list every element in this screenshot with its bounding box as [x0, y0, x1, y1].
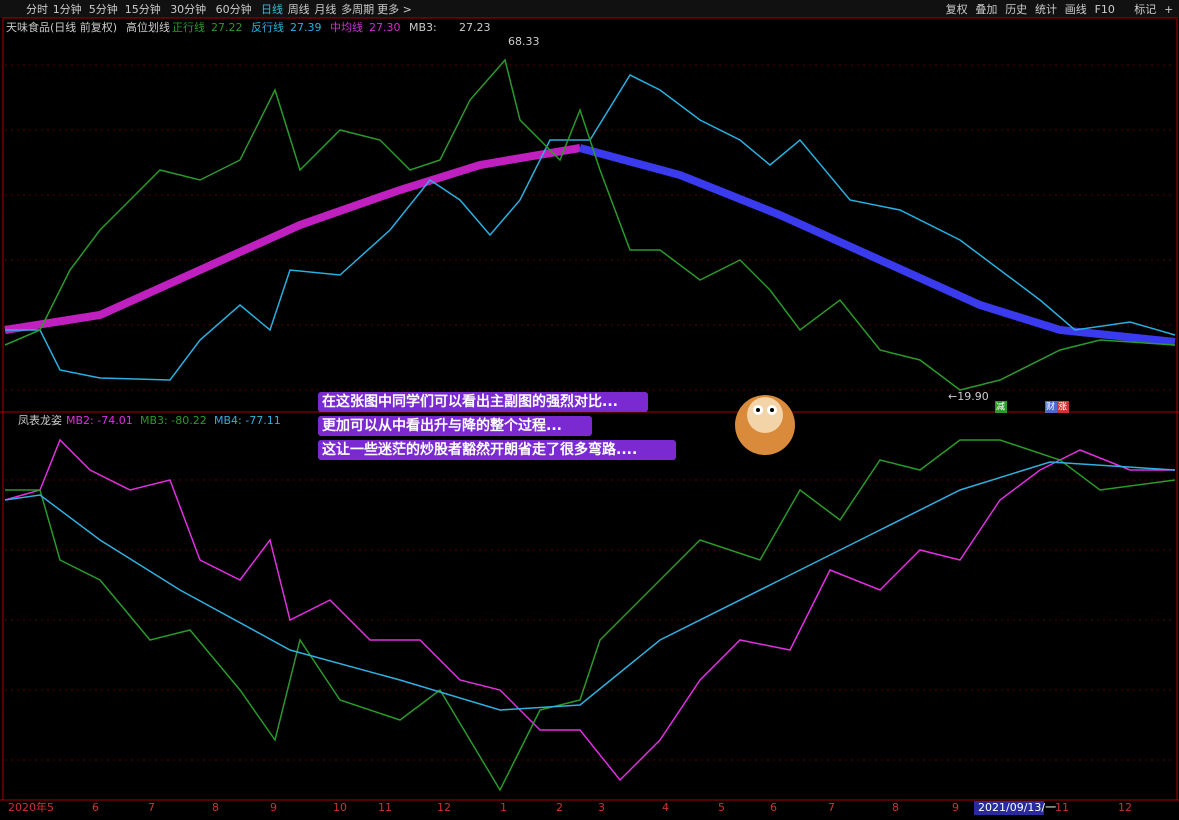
toolbar-button[interactable]: 叠加 [975, 3, 997, 16]
reverse-line [5, 74, 1176, 381]
toolbar-button[interactable]: F10 [1095, 3, 1115, 16]
legend-name: MB3: [409, 21, 437, 34]
overlay-text: 更加可以从中看出升与降的整个过程... [322, 417, 562, 434]
toolbar-button[interactable]: 日线 [261, 2, 283, 16]
toolbar-button[interactable]: 分时 [26, 3, 48, 16]
toolbar-button[interactable]: 30分钟 [170, 2, 206, 16]
legend-name: 正行线 [172, 20, 205, 34]
toolbar-button[interactable]: 1分钟 [53, 2, 82, 16]
legend-value: 27.23 [459, 21, 491, 34]
toolbar-button[interactable]: 60分钟 [216, 2, 252, 16]
x-axis-label: 3 [598, 801, 605, 814]
low-label: ←19.90 [948, 390, 989, 403]
price-line [4, 58, 1176, 391]
toolbar-button[interactable]: 5分钟 [89, 2, 118, 16]
toolbar-button[interactable]: 多周期 [341, 2, 374, 16]
x-axis-label: 8 [212, 801, 219, 814]
toolbar-button[interactable]: 历史 [1005, 3, 1027, 16]
toolbar-button[interactable]: 月线 [314, 2, 336, 16]
event-marker [1057, 401, 1069, 413]
x-axis-label: 7 [828, 801, 835, 814]
x-axis-label: 12 [1118, 801, 1132, 814]
legend-value: 27.22 [211, 21, 243, 34]
x-axis-label: 11 [1055, 801, 1069, 814]
x-axis-label: 5 [718, 801, 725, 814]
overlay-text: 这让一些迷茫的炒股者豁然开朗省走了很多弯路.... [322, 441, 637, 458]
toolbar-items: 分时 1分钟 5分钟 15分钟 30分钟 60分钟 日线 周线 月线 多周期 更多 > + 标记 F10 画… [26, 2, 1173, 16]
x-axis-label: 1 [500, 801, 507, 814]
mb2-line [4, 438, 1175, 782]
legend-name: 中均线 [330, 20, 363, 34]
x-axis-label: 12 [437, 801, 451, 814]
toolbar-button[interactable]: 标记 [1134, 2, 1156, 16]
event-marker-label: 减 [996, 401, 1005, 413]
legend-entry: MB4: -77.11 [214, 414, 281, 427]
x-axis-label: 4 [662, 801, 669, 814]
x-axis-label: 8 [892, 801, 899, 814]
x-axis-label: 2 [556, 801, 563, 814]
x-axis-label: 2020年5 [8, 800, 54, 814]
x-axis-label: 6 [92, 801, 99, 814]
event-marker [1045, 401, 1057, 413]
legend-entry: MB2: -74.01 [66, 414, 133, 427]
toolbar-button[interactable]: 统计 [1035, 3, 1057, 16]
x-axis-label: 7 [148, 801, 155, 814]
overlay-bg [318, 440, 676, 460]
toolbar-button[interactable]: 更多 > [377, 2, 412, 16]
monkey-icon [735, 395, 795, 455]
legend-entry: MB3: -80.22 [140, 414, 207, 427]
frame [2, 17, 1178, 801]
toolbar-button[interactable]: 15分钟 [125, 2, 161, 16]
overlay-bg [318, 392, 648, 412]
toolbar-button[interactable]: 复权 [946, 2, 968, 16]
x-axis-label: 6 [770, 801, 777, 814]
mid-band-down [578, 144, 1176, 346]
legend-value: 27.30 [369, 21, 401, 34]
high-label: 68.33 [508, 35, 540, 48]
panel-title: 天味食品(日线 前复权) [6, 20, 117, 34]
toolbar-button[interactable]: + [1164, 3, 1173, 16]
x-axis-label: 10 [333, 801, 347, 814]
overlay: 在这张图中同学们可以看出主副图的强烈对比... 更加可以从中看出升与降的整个过程.… [318, 392, 676, 460]
toolbar [0, 0, 1179, 18]
x-axis-label: 11 [378, 801, 392, 814]
toolbar-button[interactable]: 周线 [288, 2, 310, 16]
mb4-line [4, 461, 1176, 711]
labels: 天味食品(日线 前复权) 高位划线 正行线 27.22 反行线 27.39 中均线 27.30… [6, 20, 1132, 815]
cursor-date-box [974, 801, 1044, 815]
overlay-bg [318, 416, 592, 436]
event-marker-label: 财 [1046, 401, 1055, 413]
legend-value: 27.39 [290, 21, 322, 34]
legend-name: 反行线 [251, 20, 284, 34]
toolbar-button[interactable]: 画线 [1065, 2, 1087, 16]
event-marker [995, 401, 1007, 413]
mid-band-up [4, 144, 581, 334]
panel-title: 凤表龙姿 [18, 413, 62, 427]
mb3-line [5, 439, 1176, 792]
overlay-text: 在这张图中同学们可以看出主副图的强烈对比... [322, 393, 618, 410]
x-axis-label: 9 [270, 801, 277, 814]
x-axis-label: 2021/09/13/一 [978, 801, 1056, 814]
event-marker-label: 涨 [1058, 402, 1067, 413]
x-axis-label: 9 [952, 801, 959, 814]
indicator-name: 高位划线 [126, 20, 170, 34]
